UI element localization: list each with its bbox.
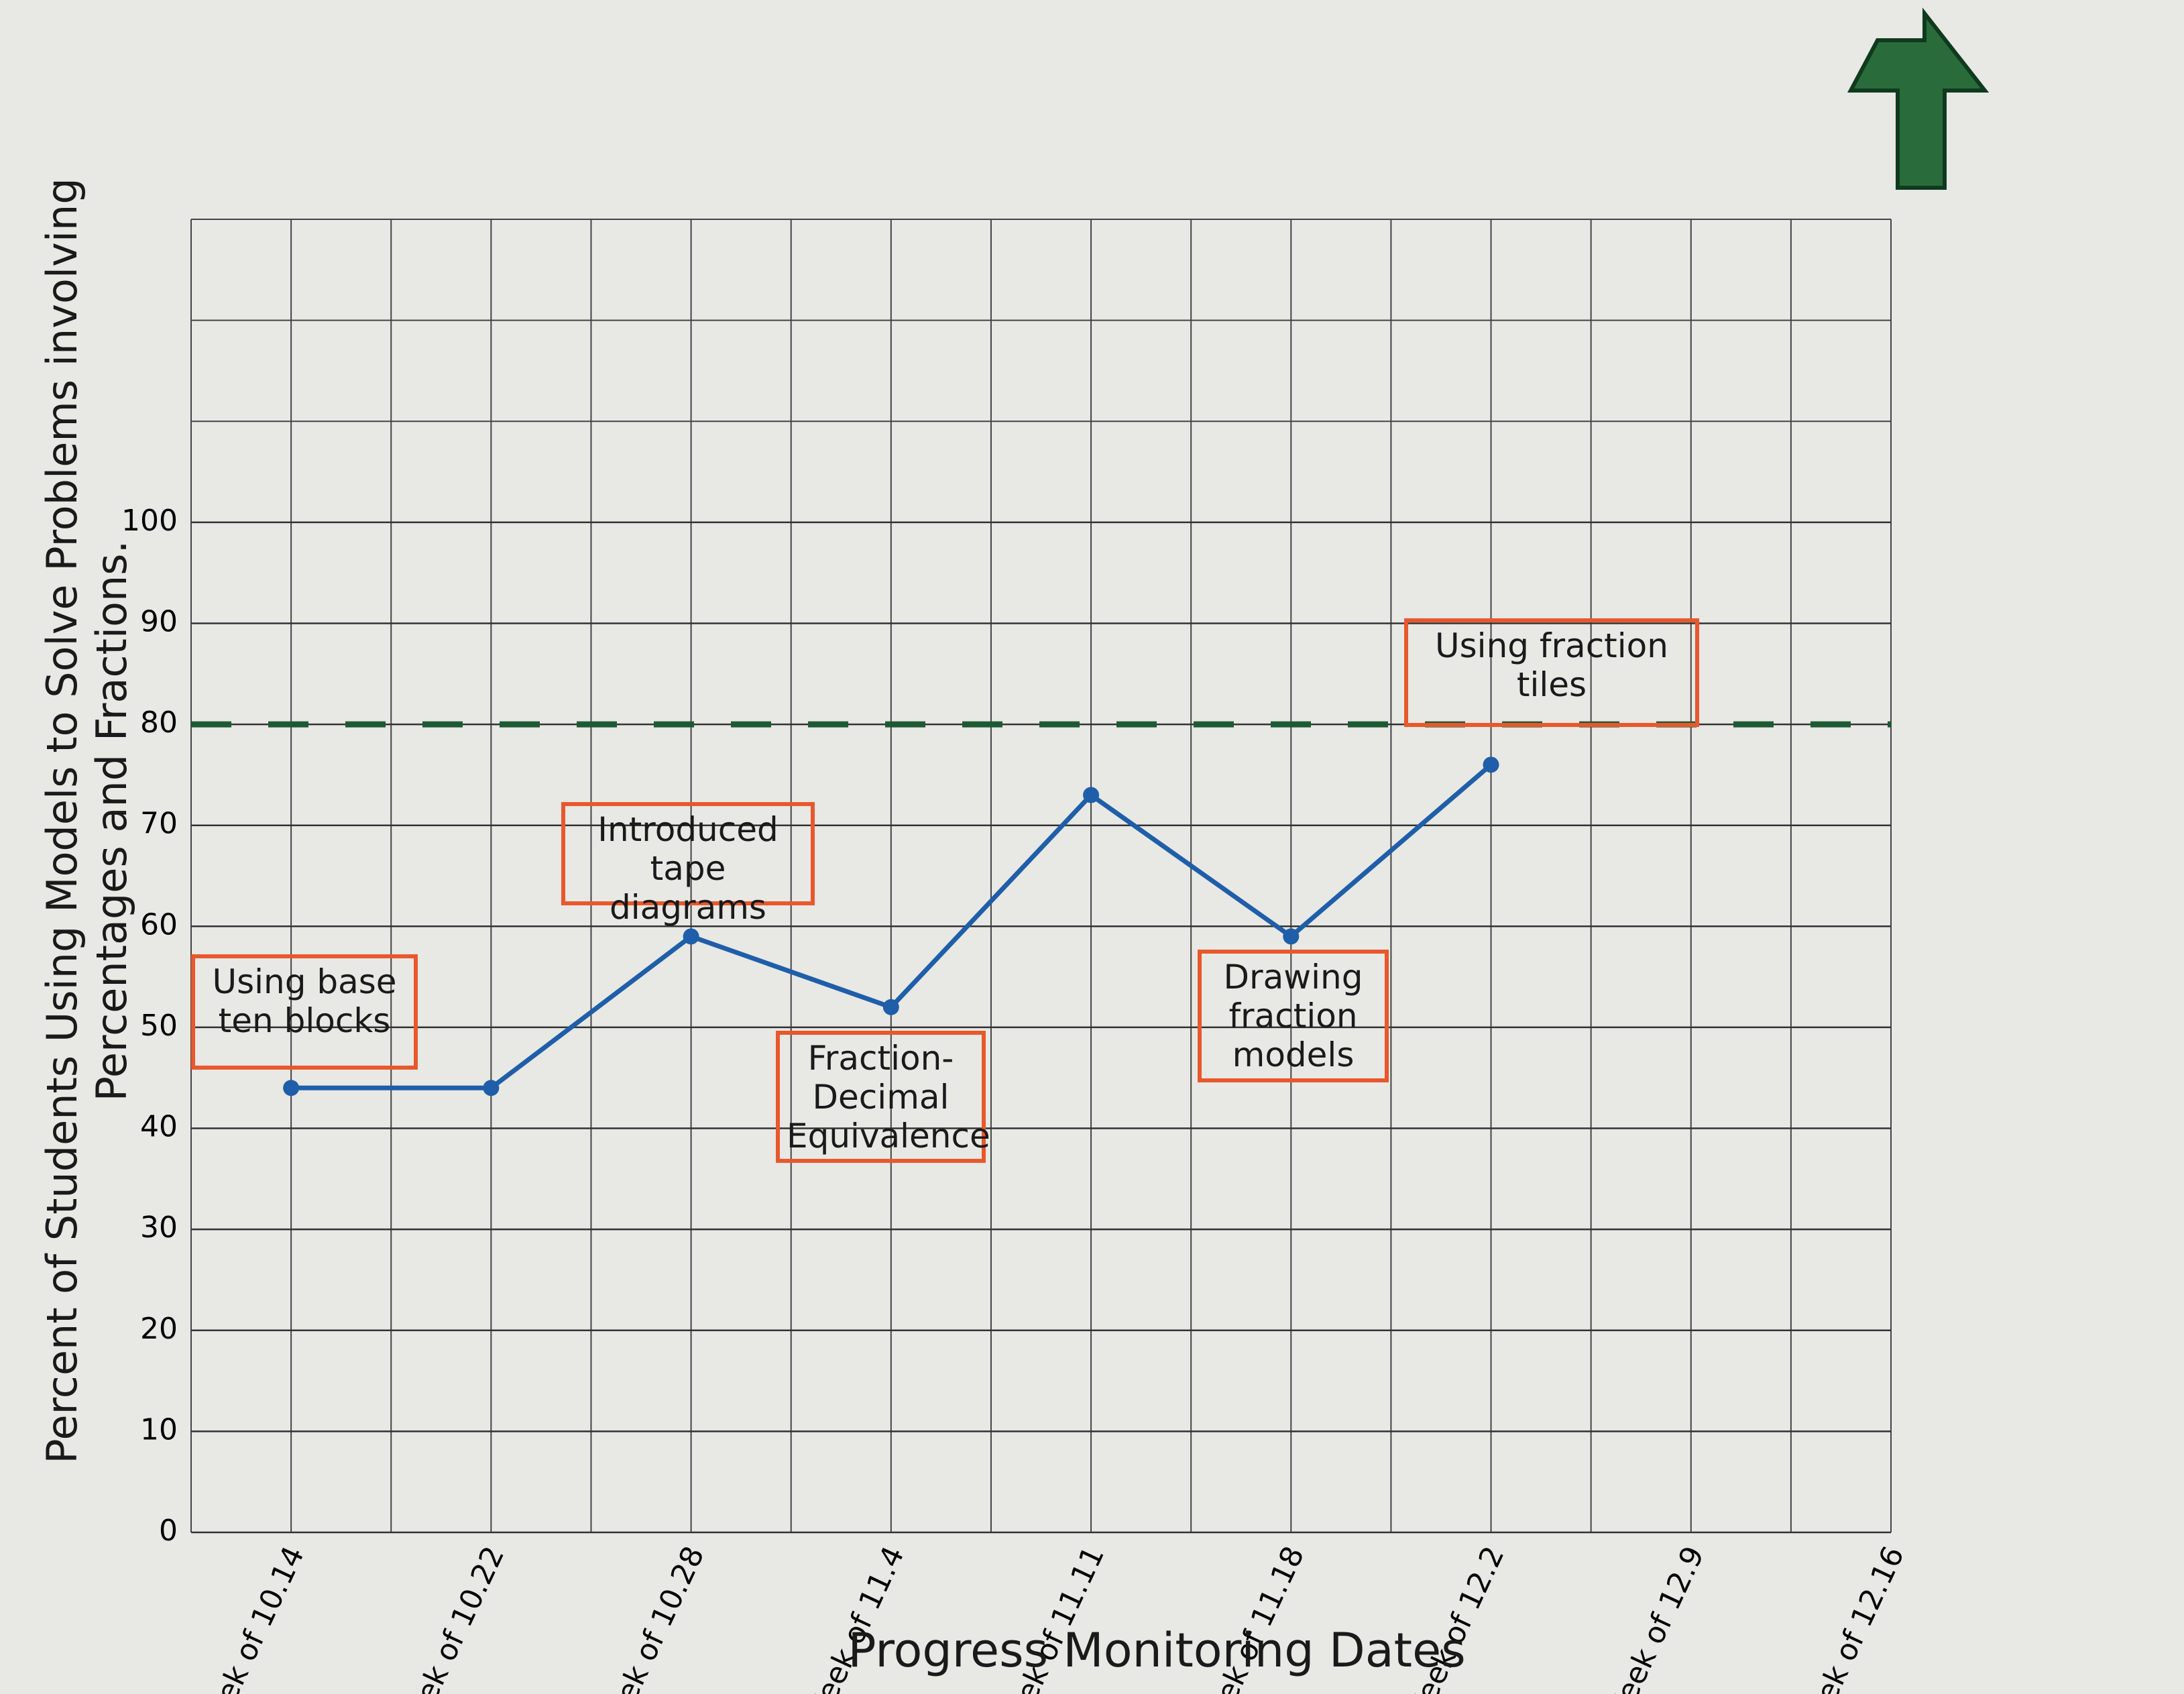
y-tick-label: 40 [140, 1110, 178, 1144]
y-axis-label: Percent of Students Using Models to Solv… [38, 178, 136, 1464]
y-tick-label: 10 [140, 1412, 178, 1447]
y-tick-label: 60 [140, 907, 178, 942]
x-tick-label: Week of 10.22 [390, 1541, 511, 1694]
data-point [1283, 928, 1300, 945]
x-tick-label: Week of 10.14 [190, 1541, 311, 1694]
x-tick-label: Week of 12.16 [1790, 1541, 1911, 1694]
y-tick-label: 80 [140, 705, 178, 740]
data-point [1483, 756, 1499, 773]
data-point [1083, 787, 1100, 803]
y-tick-label: 100 [121, 504, 178, 538]
annotation: Drawing fraction models [1198, 950, 1389, 1082]
y-tick-label: 50 [140, 1009, 178, 1043]
annotation: Fraction-Decimal Equivalence [776, 1031, 990, 1163]
x-tick-label: Week of 12.9 [1598, 1541, 1711, 1694]
data-point [483, 1080, 500, 1096]
annotation: Using base ten blocks [191, 954, 418, 1070]
annotation: Using fraction tiles [1404, 618, 1699, 727]
data-point [283, 1080, 300, 1096]
data-point [882, 999, 899, 1015]
y-tick-label: 20 [140, 1312, 178, 1346]
x-axis-label: Progress Monitoring Dates [848, 1623, 1466, 1678]
annotation: Introduced tape diagrams [561, 802, 815, 927]
y-tick-label: 0 [159, 1514, 178, 1548]
y-tick-label: 70 [140, 807, 178, 841]
data-point [683, 928, 699, 945]
x-tick-label: Week of 10.28 [590, 1541, 711, 1694]
arrow-icon [1847, 7, 1990, 190]
y-tick-label: 90 [140, 604, 178, 638]
y-tick-label: 30 [140, 1210, 178, 1245]
